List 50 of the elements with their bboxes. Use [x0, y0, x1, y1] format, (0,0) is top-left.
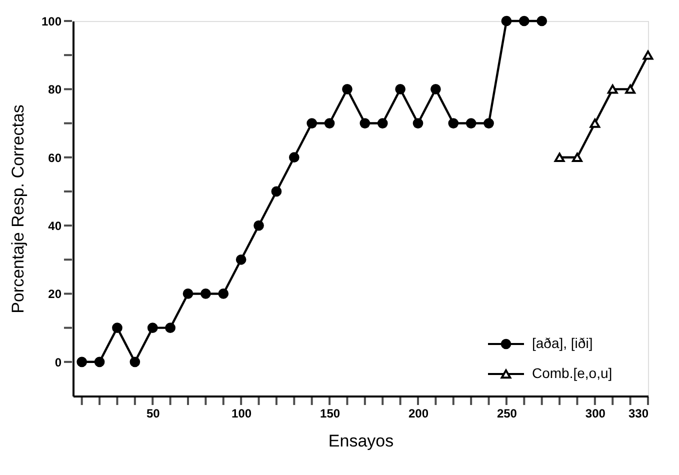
y-tick-label: 100	[41, 14, 62, 28]
point	[306, 118, 318, 128]
point	[200, 288, 211, 299]
y-tick-label: 80	[48, 82, 62, 97]
point	[236, 254, 246, 265]
x-tick-label: 200	[408, 406, 429, 420]
point	[94, 356, 105, 368]
point	[607, 84, 618, 94]
point	[625, 84, 636, 94]
point	[288, 152, 300, 163]
point	[112, 322, 122, 333]
point	[360, 118, 370, 128]
y-tick-label: 60	[48, 150, 62, 165]
point	[130, 356, 140, 368]
legend-label: Comb.[e,o,u]	[532, 365, 612, 381]
point	[271, 186, 282, 197]
point	[76, 356, 88, 368]
point	[572, 152, 582, 162]
y-tick-label: 40	[48, 219, 62, 234]
x-tick-label: 330	[628, 406, 649, 420]
y-tick-label: 20	[48, 287, 62, 302]
point	[536, 16, 548, 26]
point	[466, 118, 476, 128]
point	[395, 84, 406, 94]
point	[165, 322, 176, 333]
point	[590, 118, 600, 128]
y-axis-title: Porcentaje Resp. Correctas	[8, 104, 28, 314]
point	[254, 220, 264, 231]
point	[147, 322, 158, 333]
point	[412, 118, 424, 128]
point	[218, 288, 229, 299]
x-axis-title: Ensayos	[328, 432, 394, 450]
point	[484, 118, 494, 128]
point	[182, 288, 194, 299]
y-tick-label: 0	[54, 355, 62, 370]
point	[554, 152, 565, 162]
point	[518, 16, 530, 26]
x-tick-label: 250	[496, 406, 518, 420]
point	[324, 118, 335, 128]
x-tick-label: 300	[585, 406, 606, 420]
point	[342, 84, 352, 94]
point	[430, 84, 441, 94]
x-tick-label: 150	[320, 406, 340, 420]
legend-label: [aða], [iði]	[532, 335, 593, 351]
point	[448, 118, 459, 128]
point	[377, 118, 388, 128]
point	[501, 16, 512, 26]
x-tick-label: 100	[232, 406, 252, 420]
x-tick-label: 50	[146, 406, 160, 420]
point	[642, 50, 654, 60]
